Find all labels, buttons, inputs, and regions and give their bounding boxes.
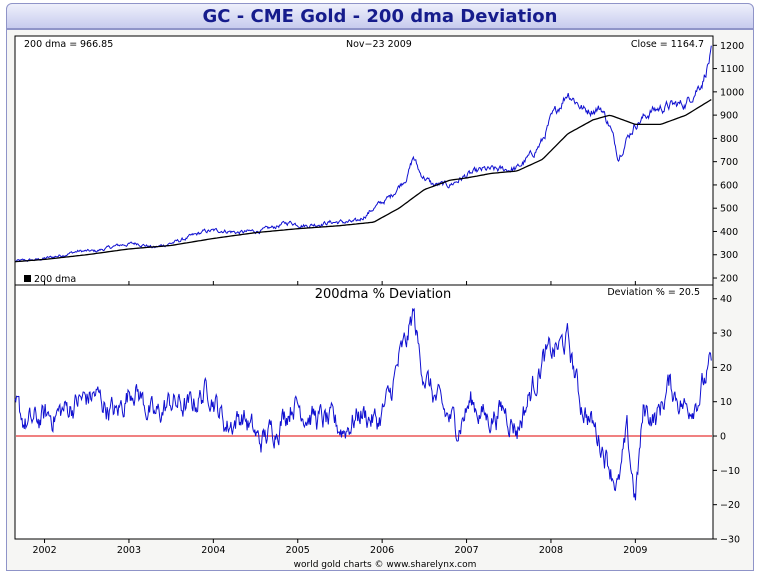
upper-y-tick-label: 400 [720, 227, 738, 238]
title-bar: GC - CME Gold - 200 dma Deviation [6, 3, 754, 29]
upper-y-tick-label: 1100 [720, 64, 744, 75]
lower-y-tick-label: 20 [720, 363, 732, 374]
upper-y-axis: 200 300 400 500 600 700 800 900 1000 1100 1200 [713, 41, 744, 285]
lower-y-axis: −30 −20 −10 0 10 20 30 40 [713, 294, 740, 546]
upper-y-tick-label: 800 [720, 134, 738, 145]
upper-y-tick-label: 1200 [720, 41, 744, 52]
upper-y-tick-label: 700 [720, 157, 738, 168]
upper-y-tick-label: 1000 [720, 87, 744, 98]
upper-y-tick-label: 300 [720, 250, 738, 261]
x-tick-label: 2002 [32, 545, 56, 556]
x-axis: 2002 2003 2004 2005 2006 2007 2008 2009 [32, 281, 647, 556]
lower-y-tick-label: 10 [720, 397, 732, 408]
legend-label: 200 dma [34, 274, 76, 285]
date-label: Nov−23 2009 [346, 39, 412, 50]
lower-y-tick-label: 40 [720, 294, 732, 305]
legend-swatch [24, 275, 31, 282]
lower-y-tick-label: 0 [720, 432, 726, 443]
upper-y-tick-label: 200 [720, 274, 738, 285]
lower-y-tick-label: −20 [720, 500, 740, 511]
footer-credit: world gold charts © www.sharelynx.com [294, 560, 477, 570]
upper-y-tick-label: 600 [720, 180, 738, 191]
x-tick-label: 2004 [201, 545, 225, 556]
x-tick-label: 2005 [286, 545, 310, 556]
lower-title: 200dma % Deviation [315, 287, 452, 302]
lower-y-tick-label: 30 [720, 329, 732, 340]
x-tick-label: 2007 [454, 545, 478, 556]
page-title: GC - CME Gold - 200 dma Deviation [202, 6, 558, 27]
dma-label: 200 dma = [24, 39, 77, 50]
dma-value: 966.85 [80, 39, 113, 50]
lower-y-tick-label: −10 [720, 466, 740, 477]
deviation-line [14, 307, 712, 501]
x-tick-label: 2006 [370, 545, 394, 556]
deviation-label: Deviation % = 20.5 [607, 287, 700, 298]
dma-line [14, 99, 712, 263]
upper-y-tick-label: 900 [720, 111, 738, 122]
lower-y-tick-label: −30 [720, 535, 740, 546]
x-tick-label: 2008 [539, 545, 563, 556]
close-price-line [14, 45, 712, 263]
close-label: Close = 1164.7 [631, 39, 704, 50]
upper-panel-frame [14, 35, 714, 286]
x-tick-label: 2009 [623, 545, 647, 556]
upper-y-tick-label: 500 [720, 204, 738, 215]
x-tick-label: 2003 [117, 545, 141, 556]
